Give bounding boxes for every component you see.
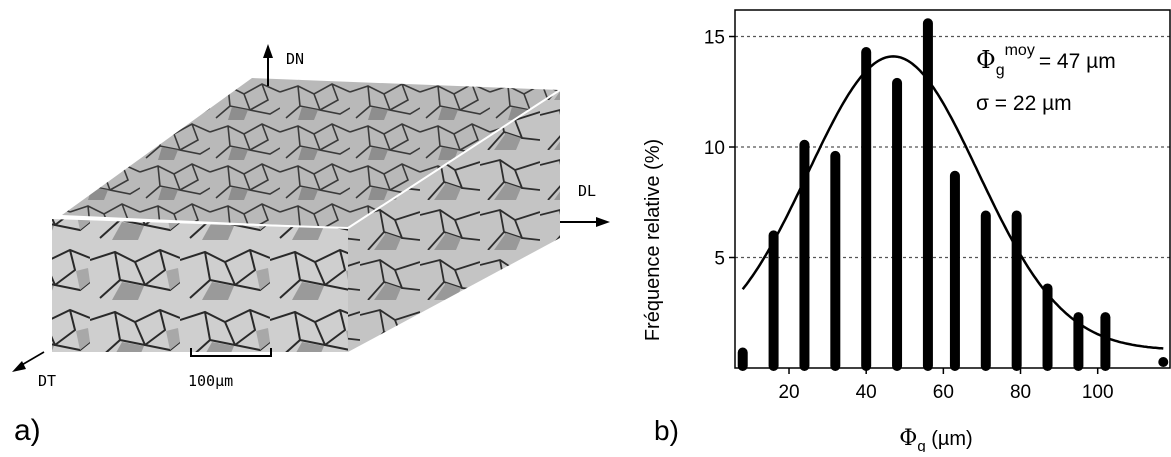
y-axis: 5 10 15 [704, 28, 735, 270]
y-axis-label: Fréquence relative (%) [642, 139, 664, 341]
scale-bar-label: 100µm [188, 372, 233, 390]
panel-a-label: a) [14, 414, 41, 447]
histogram-bars [737, 18, 1169, 371]
mean-annotation: Φgmoy = 47 µm [976, 42, 1116, 79]
y-tick-label: 5 [714, 249, 725, 270]
microstructure-figure: DN DL DT 100µm a) [12, 44, 610, 447]
y-tick-label: 15 [704, 28, 725, 49]
block-front-face [52, 218, 348, 352]
normal-fit-curve [741, 55, 1164, 350]
histogram-chart: 5 10 15 20 40 60 80 100 Fréquence relative (%)… [642, 9, 1171, 455]
block-side-face [348, 90, 560, 352]
microstructure-panel: DN DL DT 100µm a) [12, 44, 610, 447]
x-tick-label: 20 [778, 382, 799, 403]
x-tick-label: 40 [856, 382, 877, 403]
dt-arrowhead [12, 361, 26, 372]
x-axis: 20 40 60 80 100 [778, 368, 1114, 403]
scale-bar [190, 348, 272, 357]
dn-label: DN [286, 50, 304, 68]
panel-b-label: b) [654, 415, 679, 446]
histogram-bar [1158, 357, 1169, 367]
plot-frame [734, 9, 1171, 369]
dl-label: DL [578, 182, 596, 200]
x-tick-label: 80 [1010, 382, 1031, 403]
dt-arrow [19, 351, 45, 367]
dl-arrowhead [596, 217, 610, 227]
x-tick-label: 100 [1082, 382, 1114, 403]
y-tick-label: 10 [704, 138, 725, 159]
x-tick-label: 60 [933, 382, 954, 403]
histogram-panel: 5 10 15 20 40 60 80 100 Fréquence relative (%)… [640, 0, 1171, 455]
dn-arrowhead [263, 44, 273, 58]
sigma-annotation: σ = 22 µm [976, 92, 1072, 115]
block-top-face [62, 78, 560, 228]
x-axis-label: Φg (µm) [899, 426, 972, 452]
dt-label: DT [38, 372, 56, 390]
